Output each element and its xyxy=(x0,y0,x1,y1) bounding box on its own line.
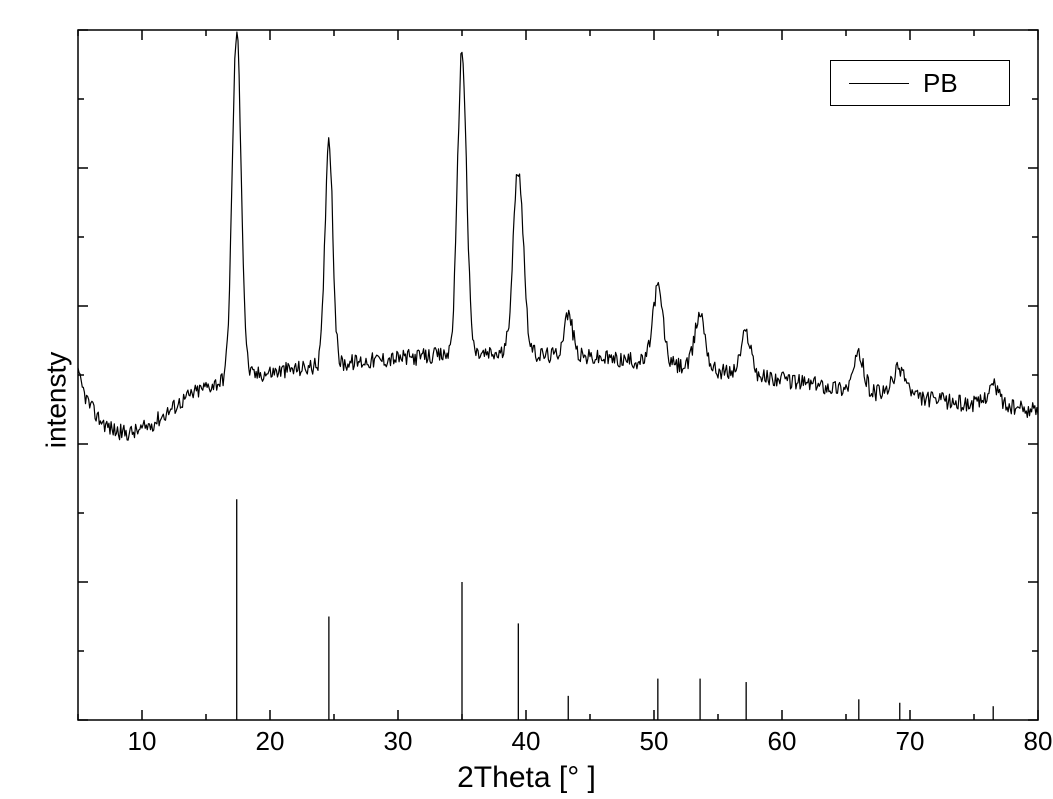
x-tick-label: 20 xyxy=(250,726,290,757)
legend-label: PB xyxy=(923,68,958,99)
x-tick-label: 70 xyxy=(890,726,930,757)
x-axis-label: 2Theta [° ] xyxy=(457,761,596,795)
x-tick-label: 80 xyxy=(1018,726,1053,757)
chart-svg xyxy=(0,0,1053,799)
x-tick-label: 50 xyxy=(634,726,674,757)
x-tick-label: 40 xyxy=(506,726,546,757)
xrd-chart: intensty 2Theta [° ] PB 10 20 30 40 50 60 70 80 xyxy=(0,0,1053,799)
y-axis-label: intensty xyxy=(40,351,72,448)
x-tick-label: 10 xyxy=(122,726,162,757)
x-tick-label: 60 xyxy=(762,726,802,757)
legend: PB xyxy=(830,60,1010,106)
x-tick-label: 30 xyxy=(378,726,418,757)
legend-line-sample xyxy=(849,83,909,84)
